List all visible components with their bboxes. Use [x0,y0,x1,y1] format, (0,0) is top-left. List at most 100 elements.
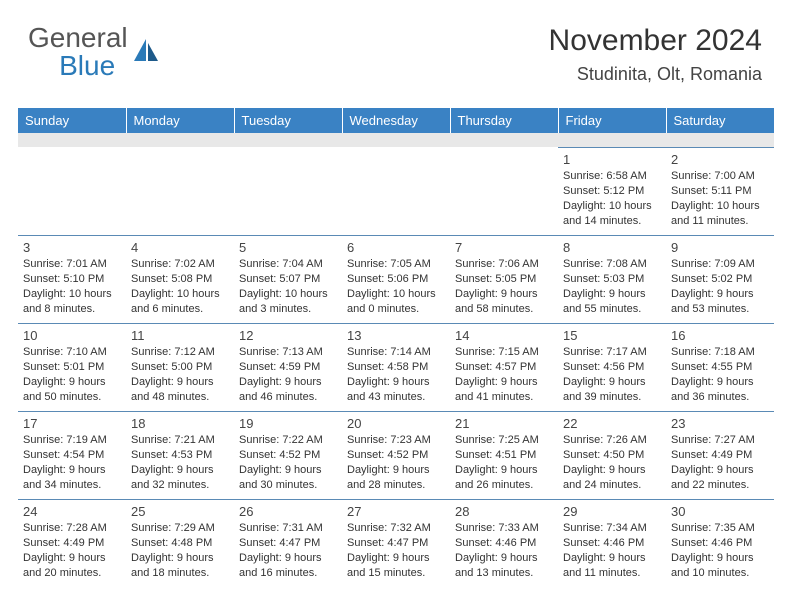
sunrise-text: Sunrise: 7:10 AM [23,345,121,360]
day-number: 9 [671,239,769,257]
day-number: 10 [23,327,121,345]
sunrise-text: Sunrise: 7:06 AM [455,257,553,272]
calendar-cell [18,147,126,235]
calendar-cell: 9Sunrise: 7:09 AMSunset: 5:02 PMDaylight… [666,235,774,323]
daylight-text: Daylight: 9 hours and 58 minutes. [455,287,553,317]
daylight-text: Daylight: 9 hours and 50 minutes. [23,375,121,405]
sunrise-text: Sunrise: 7:13 AM [239,345,337,360]
day-number: 12 [239,327,337,345]
daylight-text: Daylight: 9 hours and 10 minutes. [671,551,769,581]
day-number: 3 [23,239,121,257]
sunset-text: Sunset: 5:00 PM [131,360,229,375]
sunset-text: Sunset: 4:53 PM [131,448,229,463]
sunrise-text: Sunrise: 7:08 AM [563,257,661,272]
sunset-text: Sunset: 4:50 PM [563,448,661,463]
sunset-text: Sunset: 4:54 PM [23,448,121,463]
calendar-cell: 25Sunrise: 7:29 AMSunset: 4:48 PMDayligh… [126,499,234,587]
calendar-cell: 14Sunrise: 7:15 AMSunset: 4:57 PMDayligh… [450,323,558,411]
sunset-text: Sunset: 5:01 PM [23,360,121,375]
sunrise-text: Sunrise: 7:04 AM [239,257,337,272]
daylight-text: Daylight: 9 hours and 39 minutes. [563,375,661,405]
month-title: November 2024 [549,24,762,58]
weekday-header: Thursday [450,108,558,133]
daylight-text: Daylight: 10 hours and 11 minutes. [671,199,769,229]
sunset-text: Sunset: 5:10 PM [23,272,121,287]
day-number: 1 [563,151,661,169]
calendar-cell: 20Sunrise: 7:23 AMSunset: 4:52 PMDayligh… [342,411,450,499]
sunset-text: Sunset: 4:59 PM [239,360,337,375]
daylight-text: Daylight: 9 hours and 46 minutes. [239,375,337,405]
day-number: 16 [671,327,769,345]
daylight-text: Daylight: 9 hours and 22 minutes. [671,463,769,493]
calendar-cell: 17Sunrise: 7:19 AMSunset: 4:54 PMDayligh… [18,411,126,499]
day-number: 19 [239,415,337,433]
weekday-header: Sunday [18,108,126,133]
day-number: 17 [23,415,121,433]
sunset-text: Sunset: 4:52 PM [347,448,445,463]
sunrise-text: Sunrise: 7:22 AM [239,433,337,448]
calendar-cell: 2Sunrise: 7:00 AMSunset: 5:11 PMDaylight… [666,147,774,235]
sunset-text: Sunset: 4:52 PM [239,448,337,463]
calendar-row: 10Sunrise: 7:10 AMSunset: 5:01 PMDayligh… [18,323,774,411]
calendar-cell: 8Sunrise: 7:08 AMSunset: 5:03 PMDaylight… [558,235,666,323]
day-number: 27 [347,503,445,521]
daylight-text: Daylight: 10 hours and 3 minutes. [239,287,337,317]
calendar-cell: 22Sunrise: 7:26 AMSunset: 4:50 PMDayligh… [558,411,666,499]
daylight-text: Daylight: 9 hours and 34 minutes. [23,463,121,493]
daylight-text: Daylight: 10 hours and 0 minutes. [347,287,445,317]
sunrise-text: Sunrise: 7:27 AM [671,433,769,448]
calendar-row: 1Sunrise: 6:58 AMSunset: 5:12 PMDaylight… [18,147,774,235]
day-number: 23 [671,415,769,433]
daylight-text: Daylight: 9 hours and 41 minutes. [455,375,553,405]
calendar-cell [234,147,342,235]
weekday-header: Tuesday [234,108,342,133]
sunrise-text: Sunrise: 7:21 AM [131,433,229,448]
sunrise-text: Sunrise: 7:14 AM [347,345,445,360]
calendar-body: 1Sunrise: 6:58 AMSunset: 5:12 PMDaylight… [18,133,774,587]
sunset-text: Sunset: 5:08 PM [131,272,229,287]
day-number: 29 [563,503,661,521]
calendar-cell: 21Sunrise: 7:25 AMSunset: 4:51 PMDayligh… [450,411,558,499]
sunrise-text: Sunrise: 7:12 AM [131,345,229,360]
daylight-text: Daylight: 9 hours and 24 minutes. [563,463,661,493]
calendar-cell: 24Sunrise: 7:28 AMSunset: 4:49 PMDayligh… [18,499,126,587]
calendar-cell: 16Sunrise: 7:18 AMSunset: 4:55 PMDayligh… [666,323,774,411]
calendar-row: 17Sunrise: 7:19 AMSunset: 4:54 PMDayligh… [18,411,774,499]
sunrise-text: Sunrise: 7:34 AM [563,521,661,536]
calendar-cell: 11Sunrise: 7:12 AMSunset: 5:00 PMDayligh… [126,323,234,411]
day-number: 15 [563,327,661,345]
daylight-text: Daylight: 9 hours and 48 minutes. [131,375,229,405]
daylight-text: Daylight: 9 hours and 18 minutes. [131,551,229,581]
sunset-text: Sunset: 4:49 PM [671,448,769,463]
calendar-table: SundayMondayTuesdayWednesdayThursdayFrid… [18,108,774,587]
daylight-text: Daylight: 9 hours and 55 minutes. [563,287,661,317]
sail-icon [132,37,162,68]
sunset-text: Sunset: 4:56 PM [563,360,661,375]
sunrise-text: Sunrise: 7:01 AM [23,257,121,272]
sunset-text: Sunset: 5:03 PM [563,272,661,287]
day-number: 7 [455,239,553,257]
sunset-text: Sunset: 5:06 PM [347,272,445,287]
sunset-text: Sunset: 4:51 PM [455,448,553,463]
day-number: 8 [563,239,661,257]
day-number: 20 [347,415,445,433]
calendar-cell: 10Sunrise: 7:10 AMSunset: 5:01 PMDayligh… [18,323,126,411]
day-number: 28 [455,503,553,521]
calendar-cell: 4Sunrise: 7:02 AMSunset: 5:08 PMDaylight… [126,235,234,323]
calendar-cell: 15Sunrise: 7:17 AMSunset: 4:56 PMDayligh… [558,323,666,411]
sunset-text: Sunset: 4:57 PM [455,360,553,375]
daylight-text: Daylight: 9 hours and 43 minutes. [347,375,445,405]
daylight-text: Daylight: 9 hours and 32 minutes. [131,463,229,493]
sunset-text: Sunset: 4:46 PM [671,536,769,551]
day-number: 11 [131,327,229,345]
daylight-text: Daylight: 9 hours and 26 minutes. [455,463,553,493]
sunrise-text: Sunrise: 7:15 AM [455,345,553,360]
sunrise-text: Sunrise: 7:26 AM [563,433,661,448]
daylight-text: Daylight: 9 hours and 13 minutes. [455,551,553,581]
weekday-header: Friday [558,108,666,133]
calendar-cell: 12Sunrise: 7:13 AMSunset: 4:59 PMDayligh… [234,323,342,411]
calendar-cell: 5Sunrise: 7:04 AMSunset: 5:07 PMDaylight… [234,235,342,323]
sunrise-text: Sunrise: 7:33 AM [455,521,553,536]
sunset-text: Sunset: 5:11 PM [671,184,769,199]
day-number: 24 [23,503,121,521]
